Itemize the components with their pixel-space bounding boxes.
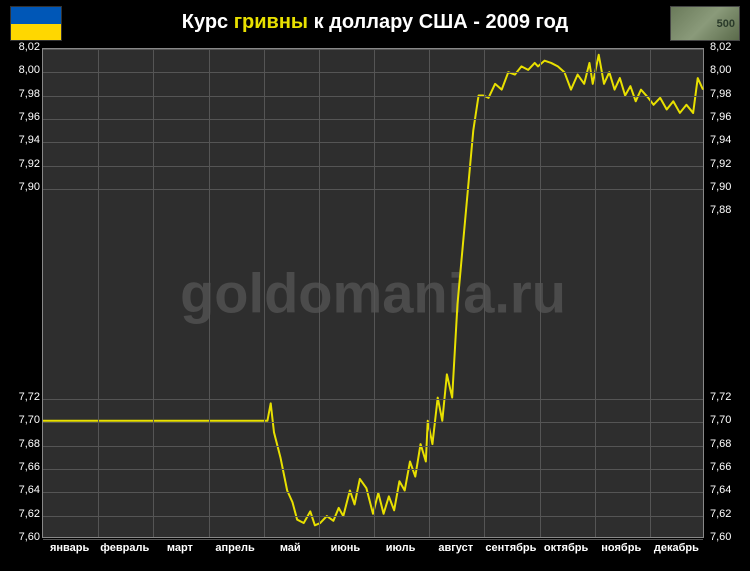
y-axis-label-right: 7,88 <box>710 204 748 216</box>
gridline-vertical <box>374 49 375 537</box>
line-chart-svg <box>43 49 703 537</box>
gridline-horizontal <box>43 539 703 540</box>
y-axis-label-right: 7,62 <box>710 508 748 520</box>
y-axis-label-left: 7,90 <box>2 181 40 193</box>
gridline-vertical <box>98 49 99 537</box>
gridline-horizontal <box>43 189 703 190</box>
gridline-vertical <box>153 49 154 537</box>
y-axis-label-right: 8,00 <box>710 64 748 76</box>
y-axis-label-left: 7,96 <box>2 111 40 123</box>
y-axis-label-right: 7,72 <box>710 391 748 403</box>
x-axis-label: декабрь <box>654 542 699 554</box>
x-axis-label: июль <box>386 542 416 554</box>
header: Курс гривны к доллару США - 2009 год 500 <box>0 0 750 44</box>
y-axis-label-right: 7,66 <box>710 461 748 473</box>
y-axis-label-right: 7,64 <box>710 484 748 496</box>
y-axis-label-left: 7,64 <box>2 484 40 496</box>
gridline-horizontal <box>43 516 703 517</box>
gridline-vertical <box>429 49 430 537</box>
y-axis-label-right: 7,96 <box>710 111 748 123</box>
y-axis-label-left: 7,94 <box>2 134 40 146</box>
gridline-horizontal <box>43 166 703 167</box>
y-axis-label-right: 7,94 <box>710 134 748 146</box>
gridline-vertical <box>264 49 265 537</box>
chart-plot-area: goldomania.ru <box>42 48 704 538</box>
y-axis-label-left: 7,98 <box>2 88 40 100</box>
gridline-vertical <box>540 49 541 537</box>
y-axis-label-left: 8,02 <box>2 41 40 53</box>
y-axis-label-left: 8,00 <box>2 64 40 76</box>
y-axis-label-left: 7,66 <box>2 461 40 473</box>
x-axis-label: август <box>438 542 473 554</box>
y-axis-label-right: 7,92 <box>710 158 748 170</box>
x-axis-label: ноябрь <box>601 542 641 554</box>
y-axis-label-right: 7,90 <box>710 181 748 193</box>
y-axis-label-left: 7,92 <box>2 158 40 170</box>
y-axis-label-left: 7,60 <box>2 531 40 543</box>
title-emphasis: гривны <box>234 11 308 33</box>
gridline-vertical <box>484 49 485 537</box>
chart-title: Курс гривны к доллару США - 2009 год <box>182 11 569 34</box>
y-axis-label-right: 7,70 <box>710 414 748 426</box>
x-axis-label: февраль <box>100 542 149 554</box>
y-axis-label-left: 7,68 <box>2 438 40 450</box>
gridline-horizontal <box>43 422 703 423</box>
gridline-horizontal <box>43 49 703 50</box>
x-axis-label: октябрь <box>544 542 588 554</box>
gridline-horizontal <box>43 142 703 143</box>
gridline-vertical <box>650 49 651 537</box>
title-suffix: к доллару США - 2009 год <box>308 11 568 33</box>
banknote-icon: 500 <box>670 6 740 41</box>
gridline-vertical <box>319 49 320 537</box>
y-axis-label-right: 7,98 <box>710 88 748 100</box>
ukraine-flag-icon <box>10 6 62 41</box>
x-axis-label: март <box>167 542 193 554</box>
y-axis-label-left: 7,70 <box>2 414 40 426</box>
gridline-horizontal <box>43 469 703 470</box>
x-axis-label: январь <box>50 542 89 554</box>
y-axis-label-right: 7,60 <box>710 531 748 543</box>
title-prefix: Курс <box>182 11 234 33</box>
y-axis-label-right: 7,68 <box>710 438 748 450</box>
x-axis-label: сентябрь <box>485 542 536 554</box>
gridline-horizontal <box>43 492 703 493</box>
y-axis-label-right: 8,02 <box>710 41 748 53</box>
exchange-rate-line <box>43 55 703 526</box>
gridline-horizontal <box>43 119 703 120</box>
gridline-horizontal <box>43 399 703 400</box>
gridline-horizontal <box>43 446 703 447</box>
x-axis-label: май <box>280 542 301 554</box>
y-axis-label-left: 7,62 <box>2 508 40 520</box>
gridline-horizontal <box>43 72 703 73</box>
gridline-horizontal <box>43 96 703 97</box>
gridline-vertical <box>595 49 596 537</box>
y-axis-label-left: 7,72 <box>2 391 40 403</box>
banknote-label: 500 <box>717 18 735 30</box>
x-axis-label: апрель <box>215 542 254 554</box>
gridline-vertical <box>209 49 210 537</box>
x-axis-label: июнь <box>331 542 361 554</box>
